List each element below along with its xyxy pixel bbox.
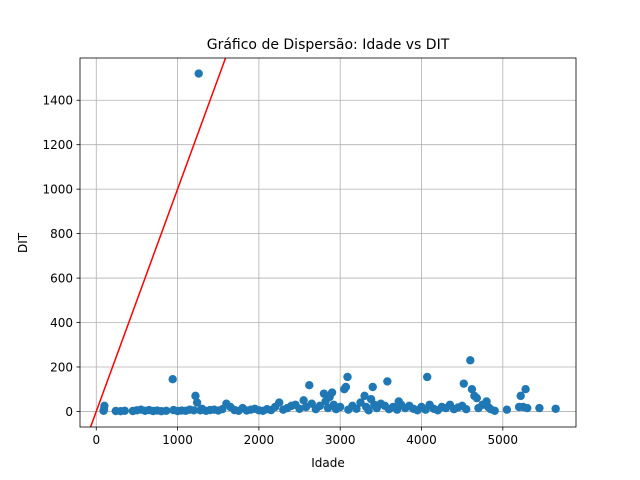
scatter-point <box>191 391 200 401</box>
scatter-point <box>368 382 377 392</box>
y-tick-label: 600 <box>50 272 73 286</box>
scatter-point <box>516 391 525 401</box>
scatter-point <box>490 406 499 415</box>
y-tick-label: 0 <box>65 405 73 419</box>
scatter-point <box>360 391 369 401</box>
grid-lines <box>80 58 576 427</box>
scatter-point <box>168 375 177 384</box>
scatter-point <box>364 406 373 415</box>
scatter-point <box>335 402 345 412</box>
y-axis-ticks: 0 200 400 600 800 1000 1200 1400 <box>42 94 80 419</box>
x-tick-label: 0 <box>92 433 100 447</box>
scatter-point <box>194 69 203 78</box>
scatter-point <box>343 372 352 382</box>
plot-frame <box>79 57 577 428</box>
x-axis-label: Idade <box>311 456 345 470</box>
chart-title: Gráfico de Dispersão: Idade vs DIT <box>207 37 450 53</box>
x-tick-label: 3000 <box>325 433 356 447</box>
plot-content <box>89 58 560 427</box>
scatter-point <box>466 356 475 365</box>
y-tick-label: 1000 <box>42 183 73 197</box>
y-tick-label: 1400 <box>42 94 73 108</box>
scatter-point <box>535 403 544 413</box>
scatter-point <box>192 398 202 407</box>
x-tick-label: 2000 <box>244 433 275 447</box>
scatter-point <box>99 406 108 415</box>
scatter-point <box>551 404 560 413</box>
scatter-point <box>502 405 512 414</box>
scatter-point <box>356 398 365 407</box>
scatter-point <box>275 398 284 407</box>
scatter-point <box>352 404 361 413</box>
reference-line <box>89 58 227 427</box>
scatter-point <box>523 403 532 413</box>
scatter-point <box>295 404 304 413</box>
x-axis-ticks: 0 1000 2000 3000 4000 5000 <box>92 427 518 447</box>
scatter-point <box>423 372 432 382</box>
data-points <box>99 69 560 416</box>
scatter-point <box>459 379 468 388</box>
y-tick-label: 400 <box>50 316 73 330</box>
scatter-point <box>383 377 392 386</box>
scatter-point <box>521 385 530 394</box>
scatter-point <box>120 406 129 415</box>
y-tick-label: 800 <box>50 227 73 241</box>
scatter-point <box>467 385 477 394</box>
x-tick-label: 4000 <box>406 433 437 447</box>
scatter-point <box>341 382 351 392</box>
y-tick-label: 1200 <box>42 138 73 152</box>
scatter-point <box>299 396 308 405</box>
scatter-point <box>462 405 471 414</box>
x-tick-label: 5000 <box>488 433 519 447</box>
scatter-point <box>315 401 325 411</box>
scatter-point <box>189 406 199 415</box>
y-axis-label: DIT <box>16 232 30 253</box>
x-tick-label: 1000 <box>162 433 193 447</box>
scatter-point <box>161 406 171 415</box>
scatter-point <box>305 381 314 390</box>
scatter-point <box>472 393 481 403</box>
y-tick-label: 200 <box>50 360 73 374</box>
plot-area-background <box>80 58 576 427</box>
scatter-point <box>327 388 337 397</box>
